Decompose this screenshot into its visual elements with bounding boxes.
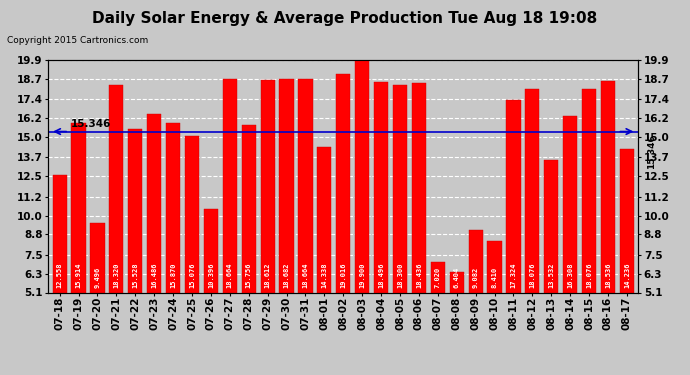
Bar xyxy=(469,230,483,292)
Text: 15.076: 15.076 xyxy=(189,262,195,288)
Bar xyxy=(261,80,275,292)
Bar xyxy=(412,83,426,292)
Bar xyxy=(544,160,558,292)
Text: 18.664: 18.664 xyxy=(227,262,233,288)
Bar xyxy=(241,125,256,292)
Text: 9.082: 9.082 xyxy=(473,267,479,288)
Bar xyxy=(128,129,142,292)
Text: 15.346: 15.346 xyxy=(71,119,111,129)
Text: 19.900: 19.900 xyxy=(359,262,365,288)
Text: 6.404: 6.404 xyxy=(454,267,460,288)
Bar xyxy=(563,116,578,292)
Text: 15.756: 15.756 xyxy=(246,262,252,288)
Text: 16.308: 16.308 xyxy=(567,262,573,288)
Text: 13.532: 13.532 xyxy=(549,262,554,288)
Text: 12.558: 12.558 xyxy=(57,262,63,288)
Text: 18.536: 18.536 xyxy=(605,262,611,288)
Text: 14.236: 14.236 xyxy=(624,262,630,288)
Bar xyxy=(147,114,161,292)
Bar xyxy=(279,79,294,292)
Text: 18.076: 18.076 xyxy=(586,262,592,288)
Bar xyxy=(525,88,540,292)
Bar xyxy=(185,136,199,292)
Text: 18.496: 18.496 xyxy=(378,262,384,288)
Bar xyxy=(487,240,502,292)
Text: 15.528: 15.528 xyxy=(132,262,138,288)
Bar xyxy=(72,123,86,292)
Bar xyxy=(336,74,351,292)
Bar xyxy=(223,80,237,292)
Text: 7.020: 7.020 xyxy=(435,267,441,288)
Bar xyxy=(52,176,67,292)
Text: 14.338: 14.338 xyxy=(322,262,327,288)
Text: 15.914: 15.914 xyxy=(75,262,81,288)
Bar xyxy=(431,262,445,292)
Bar xyxy=(109,85,124,292)
Text: 18.436: 18.436 xyxy=(416,262,422,288)
Bar xyxy=(355,60,369,292)
Bar xyxy=(450,272,464,292)
Bar xyxy=(620,149,634,292)
Bar xyxy=(90,224,105,292)
Text: 18.076: 18.076 xyxy=(529,262,535,288)
Text: 9.496: 9.496 xyxy=(95,267,101,288)
Bar xyxy=(298,80,313,292)
Text: 18.612: 18.612 xyxy=(265,262,270,288)
Text: 18.300: 18.300 xyxy=(397,262,403,288)
Bar xyxy=(601,81,615,292)
Text: 17.324: 17.324 xyxy=(511,262,516,288)
Bar xyxy=(374,82,388,292)
Text: Copyright 2015 Cartronics.com: Copyright 2015 Cartronics.com xyxy=(7,36,148,45)
Text: 15.346: 15.346 xyxy=(647,134,656,169)
Bar xyxy=(393,85,407,292)
Text: 18.664: 18.664 xyxy=(302,262,308,288)
Text: 15.870: 15.870 xyxy=(170,262,176,288)
Bar xyxy=(317,147,331,292)
Text: 10.396: 10.396 xyxy=(208,262,214,288)
Bar xyxy=(204,209,218,292)
Text: Daily Solar Energy & Average Production Tue Aug 18 19:08: Daily Solar Energy & Average Production … xyxy=(92,11,598,26)
Bar xyxy=(166,123,180,292)
Text: 18.320: 18.320 xyxy=(113,262,119,288)
Bar xyxy=(506,100,520,292)
Bar xyxy=(582,88,596,292)
Text: 19.016: 19.016 xyxy=(340,262,346,288)
Text: 16.486: 16.486 xyxy=(151,262,157,288)
Text: 18.682: 18.682 xyxy=(284,262,290,288)
Text: 8.410: 8.410 xyxy=(491,267,497,288)
